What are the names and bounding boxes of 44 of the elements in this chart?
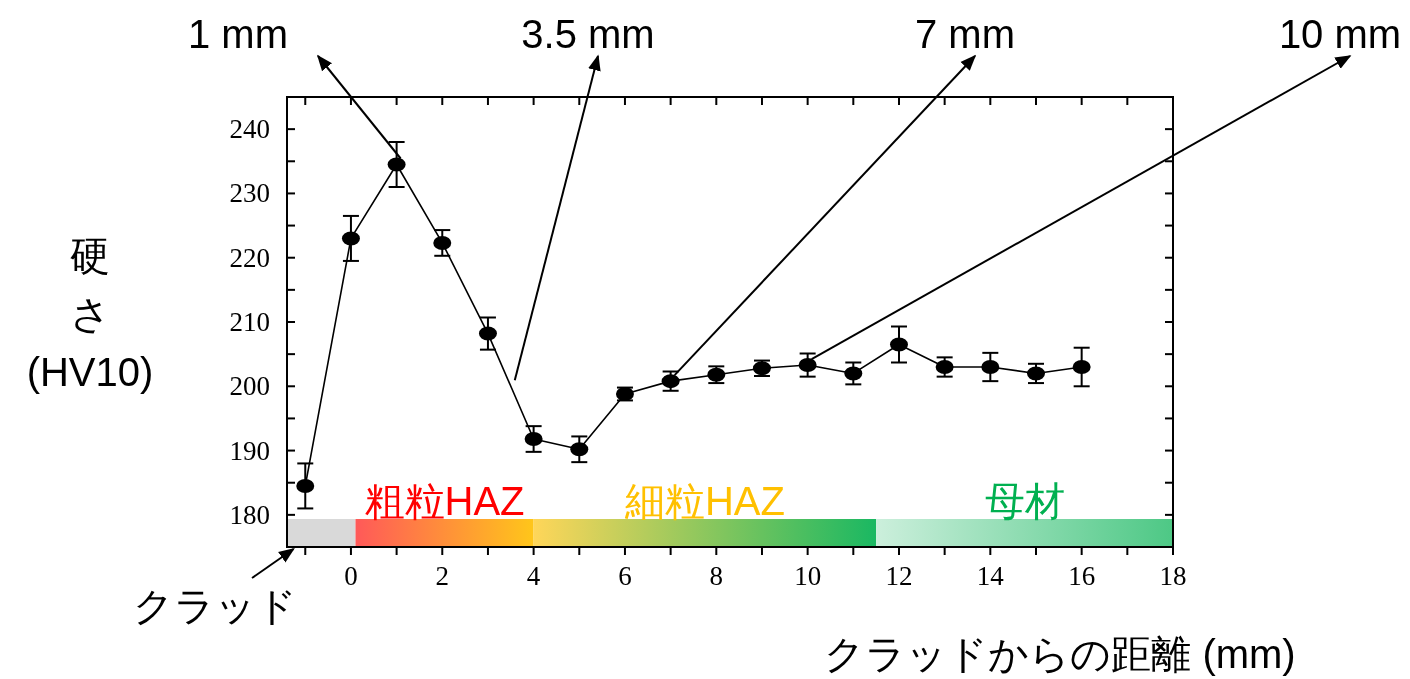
x-tick-label: 14 xyxy=(976,561,1005,591)
y-tick-label: 230 xyxy=(229,178,270,209)
x-tick-label: 16 xyxy=(1068,561,1096,591)
annotation: 1 mm xyxy=(188,12,288,56)
y-tick-label: 240 xyxy=(229,114,270,145)
point xyxy=(570,442,589,457)
point xyxy=(661,374,680,389)
y-tick-label: 200 xyxy=(229,371,270,402)
point xyxy=(1072,360,1091,374)
y-tick-label: 210 xyxy=(229,307,270,337)
point xyxy=(296,478,315,493)
x-tick-label: 2 xyxy=(435,561,450,591)
ylabel: 硬 xyxy=(70,234,110,278)
point xyxy=(981,360,1000,374)
point xyxy=(433,235,452,250)
annotation: クラッド xyxy=(133,584,297,628)
x-tick-label: 8 xyxy=(709,561,724,591)
x-tick-label: 12 xyxy=(885,561,913,591)
ylabel: (HV10) xyxy=(26,350,154,394)
point xyxy=(935,360,954,374)
point xyxy=(1026,366,1045,381)
x-tick-label: 10 xyxy=(794,561,822,591)
band-label: 母材 xyxy=(984,479,1065,523)
x-axis-title: クラッドからの距離 (mm) xyxy=(824,632,1296,676)
point xyxy=(889,337,908,352)
y-tick-label: 220 xyxy=(229,242,270,273)
annotation: 10 mm xyxy=(1278,12,1402,56)
x-tick-label: 6 xyxy=(618,561,632,591)
band-label: 細粒HAZ xyxy=(623,479,785,523)
point xyxy=(524,432,543,446)
point xyxy=(387,157,406,172)
point xyxy=(478,326,497,341)
y-tick-label: 190 xyxy=(229,435,270,466)
annotation: 3.5 mm xyxy=(521,12,655,56)
x-tick-label: 0 xyxy=(344,561,358,591)
point xyxy=(844,366,863,381)
x-tick-label: 4 xyxy=(526,561,541,591)
x-tick-label: 18 xyxy=(1159,561,1187,591)
band-label: 粗粒HAZ xyxy=(364,479,525,523)
ylabel: さ xyxy=(69,292,111,336)
y-tick-label: 180 xyxy=(229,499,270,530)
point xyxy=(798,358,817,373)
point xyxy=(341,231,360,246)
annotation: 7 mm xyxy=(915,12,1015,56)
